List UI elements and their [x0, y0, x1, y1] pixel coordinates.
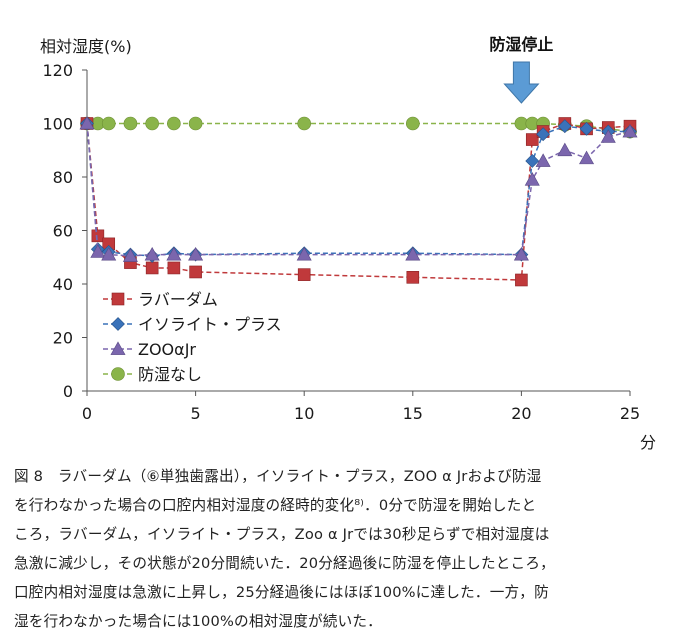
series-diamond — [80, 116, 637, 263]
y-tick-label: 40 — [53, 275, 73, 294]
data-point — [557, 142, 573, 157]
caption-line: 口腔内相対湿度は急激に上昇し，25分経過後にはほぼ100%に達した．一方，防 — [14, 584, 549, 601]
data-point — [297, 268, 311, 281]
legend-label: ラバーダム — [138, 290, 218, 309]
y-tick-label: 100 — [42, 115, 73, 134]
caption-line: 湿を行わなかった場合には100%の相対湿度が続いた． — [14, 613, 382, 630]
down-arrow-icon — [503, 61, 540, 104]
legend-marker — [110, 341, 126, 355]
data-point — [513, 246, 529, 261]
x-tick-label: 10 — [294, 404, 314, 423]
y-axis-label: 相対湿度(%) — [40, 37, 132, 56]
data-point — [525, 154, 540, 168]
legend-item: イソライト・プラス — [103, 315, 282, 334]
series-square — [80, 117, 637, 287]
data-point — [123, 116, 138, 131]
y-tick-label: 120 — [42, 61, 73, 80]
caption-line: を行わなかった場合の口腔内相対湿度の経時的変化⁸⁾．0分で防湿を開始したと — [14, 497, 537, 514]
data-point — [144, 246, 160, 261]
data-point — [188, 116, 203, 131]
y-tick-label: 80 — [53, 168, 73, 187]
data-point — [600, 129, 616, 143]
chart: 相対湿度(%) 分 0 20 40 60 80 100 120 0 5 10 15 20 25 防湿停… — [40, 35, 656, 452]
legend-marker — [111, 367, 125, 381]
legend-marker — [111, 292, 125, 306]
data-point — [167, 116, 181, 131]
data-point — [405, 116, 420, 131]
data-point — [405, 246, 421, 261]
x-tick-label: 5 — [191, 404, 201, 423]
y-axis: 0 20 40 60 80 100 120 — [42, 61, 88, 401]
data-point — [167, 261, 181, 275]
data-point — [188, 246, 204, 261]
series-line — [86, 122, 631, 281]
data-point — [622, 123, 638, 138]
caption-line: 図 8 ラバーダム（⑥単独歯露出），イソライト・プラス，ZOO α Jrおよび防… — [14, 468, 542, 485]
data-point — [91, 229, 105, 243]
series-layer — [79, 115, 638, 287]
legend-label: イソライト・プラス — [138, 315, 282, 334]
x-tick-label: 25 — [620, 404, 640, 423]
data-point — [579, 150, 595, 165]
series-line — [86, 123, 631, 257]
series-circle — [80, 116, 637, 139]
data-point — [536, 127, 551, 142]
legend-item: ラバーダム — [103, 290, 218, 309]
legend-label: 防湿なし — [138, 365, 202, 384]
data-point — [525, 133, 539, 146]
x-tick-label: 20 — [511, 404, 531, 423]
caption-line: 急激に減少し，その状態が20分間続いた．20分経過後に防湿を停止したところ， — [14, 555, 555, 572]
data-point — [535, 153, 551, 167]
caption-line: ころ，ラバーダム，イソライト・プラス，Zoo α Jrでは30秒足らずで相対湿度… — [14, 526, 550, 543]
series-line — [87, 122, 631, 133]
x-tick-label: 0 — [82, 404, 92, 423]
data-point — [145, 261, 159, 275]
legend-label: ZOOαJr — [138, 340, 196, 359]
x-axis: 0 5 10 15 20 25 — [82, 390, 640, 423]
y-tick-label: 0 — [63, 382, 73, 401]
data-point — [524, 172, 540, 186]
data-point — [406, 271, 420, 284]
stop-annotation: 防湿停止 — [489, 35, 553, 104]
stop-annotation-label: 防湿停止 — [489, 35, 553, 54]
data-point — [579, 121, 594, 136]
data-point — [145, 116, 159, 131]
data-point — [122, 248, 138, 262]
data-point — [515, 273, 528, 287]
data-point — [101, 246, 117, 261]
x-axis-label: 分 — [640, 433, 656, 452]
data-point — [79, 115, 95, 130]
series-line — [86, 123, 630, 257]
x-tick-label: 15 — [403, 404, 423, 423]
y-tick-label: 60 — [53, 222, 73, 241]
data-point — [90, 244, 106, 258]
data-point — [166, 246, 182, 261]
legend-item: ZOOαJr — [103, 340, 196, 359]
figure-caption: 図 8 ラバーダム（⑥単独歯露出），イソライト・プラス，ZOO α Jrおよび防… — [14, 462, 674, 636]
data-point — [101, 116, 116, 131]
data-point — [297, 116, 312, 131]
data-point — [189, 265, 202, 279]
legend-marker — [111, 317, 125, 331]
data-point — [296, 246, 312, 261]
y-tick-label: 20 — [53, 329, 73, 348]
series-triangle — [79, 115, 638, 262]
legend-item: 防湿なし — [103, 365, 202, 384]
data-point — [557, 119, 572, 134]
